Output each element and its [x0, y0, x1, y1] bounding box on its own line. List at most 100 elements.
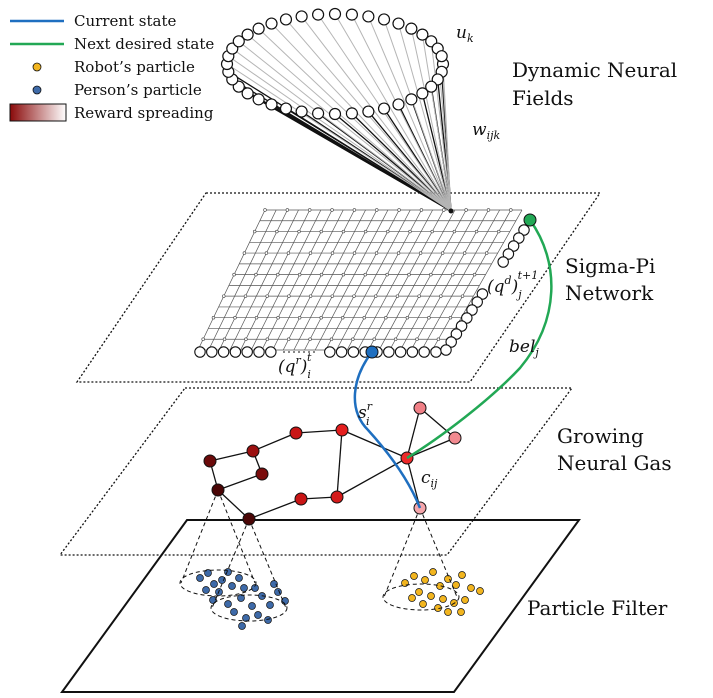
- grid-line: [346, 209, 422, 351]
- dnf-node: [265, 17, 278, 30]
- q-d-label: (qd)jt+1: [487, 269, 538, 301]
- gng-node: [413, 401, 427, 415]
- grid-junction: [460, 294, 465, 298]
- person-particle: [230, 608, 238, 616]
- dnf-node: [312, 8, 325, 21]
- current-state-node: [365, 345, 379, 359]
- sigma-pi-col-node: [455, 320, 468, 332]
- grid-junction: [265, 337, 270, 341]
- dnf-node: [295, 10, 308, 23]
- sigma-pi-layer: (qr)it (qd)jt+1 Sigma-Pi Network: [75, 192, 655, 383]
- grid-junction: [363, 272, 367, 277]
- grid-junction: [415, 337, 419, 341]
- person-particle: [264, 616, 272, 624]
- dnf-node: [416, 28, 429, 41]
- grid-junction: [375, 208, 379, 212]
- grid-junction: [497, 229, 501, 234]
- dnf-node: [295, 105, 308, 118]
- dnf-weight-line: [247, 34, 452, 212]
- dnf-weight-line: [227, 71, 452, 212]
- dnf-node: [345, 107, 358, 120]
- person-particle: [242, 614, 250, 622]
- robot-particle: [476, 587, 484, 595]
- grid-junction: [419, 208, 424, 212]
- gng-node: [246, 444, 260, 458]
- gng-node: [211, 483, 225, 497]
- gng-node: [330, 490, 344, 504]
- dnf-weight-line: [238, 40, 452, 212]
- dnf-weight-line: [334, 13, 452, 212]
- grid-line: [208, 209, 277, 351]
- person-particle: [204, 569, 212, 577]
- dnf-weight-line: [421, 34, 452, 212]
- grid-junction: [427, 315, 431, 320]
- sigma-pi-col-node: [502, 248, 515, 260]
- sigma-pi-col-node: [440, 344, 452, 356]
- sigma-pi-row-node: [430, 346, 442, 358]
- sigma-pi-row-node: [335, 346, 348, 358]
- sigma-pi-row-node: [253, 346, 265, 358]
- grid-junction: [276, 315, 280, 320]
- grid-line: [293, 209, 366, 351]
- person-particle: [251, 584, 259, 592]
- dnf-node: [435, 50, 448, 63]
- robot-particle: [427, 592, 435, 600]
- particle-filter-layer: Particle Filter: [60, 519, 668, 693]
- grid-junction: [264, 251, 269, 255]
- robot-particle: [421, 576, 429, 584]
- grid-junction: [286, 337, 291, 341]
- grid-line: [389, 209, 467, 351]
- sigma-pi-title-line1: Sigma-Pi: [565, 254, 655, 278]
- sigma-pi-row-node: [406, 346, 419, 358]
- growing-neural-gas-layer: cij Growing Neural Gas: [58, 387, 672, 609]
- sigma-pi-bottom-row-nodes: [194, 346, 442, 358]
- sigma-pi-grid: [197, 208, 523, 351]
- grid-line: [272, 209, 344, 351]
- grid-junction: [308, 337, 312, 341]
- grid-junction: [297, 315, 302, 320]
- next-state-label: Next desired state: [74, 35, 214, 53]
- robot-particles: [401, 568, 484, 616]
- grid-junction: [395, 294, 400, 298]
- grid-junction: [372, 337, 376, 341]
- person-particle: [254, 611, 262, 619]
- person-particle: [248, 602, 256, 610]
- dnf-node: [392, 17, 405, 30]
- legend: Current state Next desired state Robot’s…: [9, 12, 214, 122]
- grid-junction: [330, 294, 334, 298]
- grid-junction: [307, 208, 312, 212]
- grid-junction: [430, 229, 434, 234]
- grid-junction: [330, 208, 334, 212]
- dnf-weight-line: [351, 14, 452, 212]
- grid-junction: [330, 251, 335, 255]
- dnf-weight-line: [258, 28, 452, 212]
- grid-junction: [308, 251, 313, 255]
- dnf-node: [252, 22, 265, 35]
- person-particle: [266, 601, 274, 609]
- sigma-pi-title-line2: Network: [565, 281, 654, 305]
- grid-line: [368, 209, 445, 351]
- person-particle: [224, 600, 232, 608]
- grid-line: [240, 209, 311, 351]
- grid-junction: [393, 337, 398, 341]
- grid-junction: [385, 272, 389, 277]
- grid-junction: [384, 315, 388, 320]
- person-particle: [238, 622, 246, 630]
- next-state-path: [406, 219, 553, 460]
- grid-junction: [341, 272, 346, 277]
- dnf-node: [425, 80, 438, 93]
- robot-particle: [415, 588, 423, 596]
- sigma-pi-plane: [75, 192, 602, 383]
- grid-junction: [486, 208, 491, 212]
- dnf-node: [279, 102, 293, 115]
- person-particle: [209, 596, 217, 604]
- dnf-node: [377, 102, 391, 115]
- next-state-node: [523, 213, 537, 227]
- grid-junction: [418, 251, 423, 255]
- dnf-node: [416, 87, 429, 100]
- grid-junction: [436, 337, 441, 341]
- grid-junction: [329, 337, 334, 341]
- grid-line: [336, 209, 411, 351]
- gng-plane: [58, 387, 574, 556]
- sigma-pi-col-node: [497, 256, 509, 268]
